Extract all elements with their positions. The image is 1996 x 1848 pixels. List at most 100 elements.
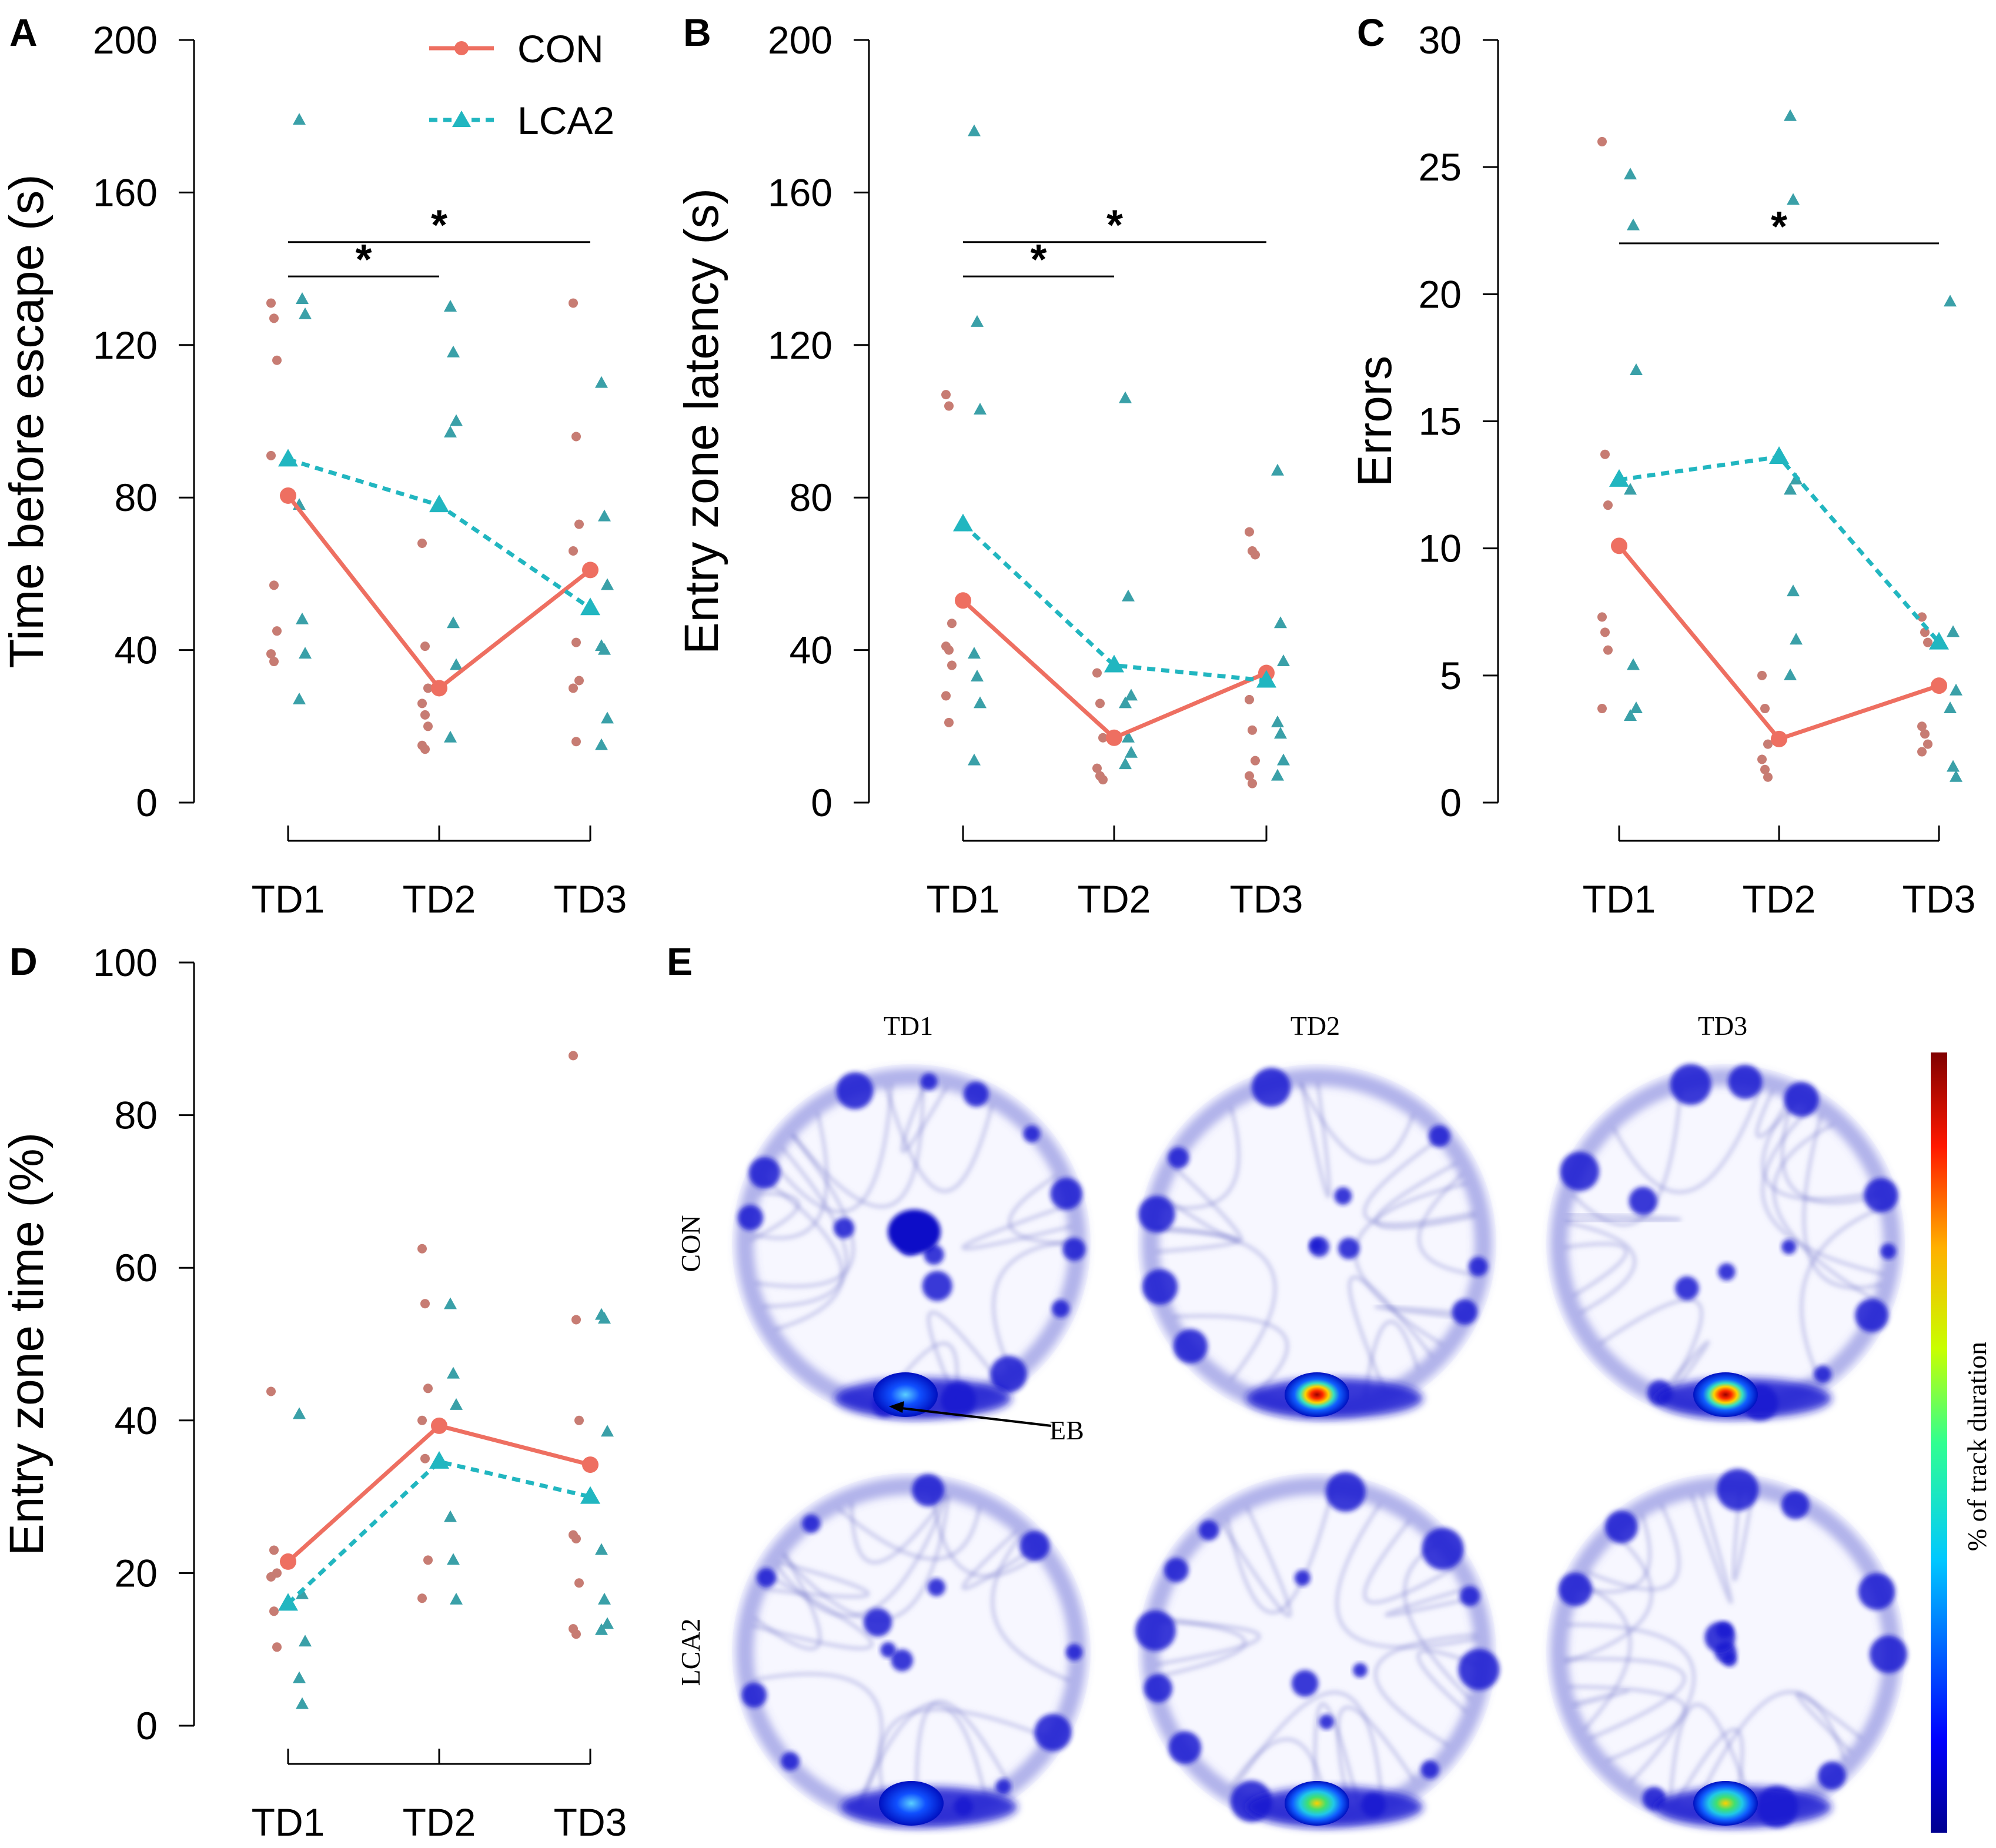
arena-con-td1 xyxy=(732,1064,1091,1423)
point-c-lca2-td3-0 xyxy=(1944,295,1957,307)
arena-con-td1-trail-7 xyxy=(791,1082,925,1209)
point-d-lca2-td2-4 xyxy=(447,1553,460,1565)
point-d-con-td1-1 xyxy=(269,1545,279,1555)
point-b-lca2-td2-5 xyxy=(1125,746,1138,758)
arena-con-td1-edge-blob-8 xyxy=(737,1205,764,1231)
arena-con-td2-edge-blob-11 xyxy=(1252,1068,1291,1107)
arena-con-td2-inner-blob-0 xyxy=(1334,1187,1352,1205)
point-d-con-td2-5 xyxy=(423,1555,433,1565)
point-b-con-td1-5 xyxy=(947,660,957,670)
point-d-lca2-td1-3 xyxy=(293,1671,306,1683)
arena-con-td3-trail-12 xyxy=(1780,1097,1880,1205)
arena-lca2-td2-trail-5 xyxy=(1363,1519,1456,1605)
chart-panel-d: 0 20 40 60 80 100 Entry zone time (%) TD1 TD2 TD3 xyxy=(0,941,627,1844)
point-a-lca2-td2-5 xyxy=(450,658,463,670)
point-c-con-td2-1 xyxy=(1760,704,1770,714)
x-tick-label-b-td1: TD1 xyxy=(927,877,1000,921)
point-b-lca2-td1-5 xyxy=(974,696,987,709)
point-c-con-td1-1 xyxy=(1600,449,1610,459)
y-tick-label-c-5: 5 xyxy=(1440,654,1462,697)
point-a-con-td2-7 xyxy=(420,744,430,754)
point-a-con-td2-2 xyxy=(423,683,433,693)
y-tick-label-a-160: 160 xyxy=(93,171,158,214)
point-c-lca2-td2-3 xyxy=(1784,483,1797,495)
arena-lca2-td2-trail-4 xyxy=(1219,1506,1292,1618)
point-a-con-td3-1 xyxy=(571,432,581,442)
point-b-lca2-td1-4 xyxy=(971,669,984,681)
point-a-lca2-td3-0 xyxy=(595,376,608,388)
point-c-con-td2-0 xyxy=(1757,670,1767,680)
point-c-lca2-td3-4 xyxy=(1947,760,1960,772)
arena-lca2-td2-floor xyxy=(1138,1473,1496,1832)
arena-con-td3-edge-blob-0 xyxy=(1880,1243,1897,1259)
point-a-con-td3-7 xyxy=(571,737,581,747)
arena-con-td1-edge-blob-9 xyxy=(748,1157,781,1189)
point-a-con-td3-3 xyxy=(569,546,578,556)
colorbar xyxy=(1931,1052,1947,1833)
point-b-lca2-td1-6 xyxy=(968,753,981,766)
arena-lca2-td3-trail-7 xyxy=(1692,1690,1847,1812)
point-b-con-td1-4 xyxy=(944,645,954,655)
point-b-con-td2-2 xyxy=(1098,733,1108,743)
arena-lca2-td3-trail-5 xyxy=(1668,1703,1756,1812)
arena-lca2-td3-edge-blob-13 xyxy=(1781,1491,1810,1519)
point-b-lca2-td2-6 xyxy=(1119,757,1132,770)
arena-con-td2-inner-blob-3 xyxy=(1309,1237,1330,1257)
y-tick-label-c-20: 20 xyxy=(1419,272,1462,316)
arena-lca2-td2-edge-blob-12 xyxy=(1325,1472,1366,1512)
mean-marker-a-lca2-td3 xyxy=(580,597,600,616)
mean-marker-c-con-td2 xyxy=(1771,730,1787,747)
arena-con-td2-trail-6 xyxy=(1300,1082,1332,1199)
point-d-lca2-td2-3 xyxy=(444,1510,457,1522)
point-b-con-td1-6 xyxy=(941,691,951,701)
point-d-con-td1-3 xyxy=(266,1572,276,1582)
mean-marker-d-lca2-td3 xyxy=(580,1486,600,1504)
point-c-lca2-td2-0 xyxy=(1784,109,1797,121)
arena-lca2-td1-edge-blob-14 xyxy=(1019,1530,1050,1561)
point-a-con-td1-6 xyxy=(266,649,276,659)
arena-lca2-td2-inner-blob-0 xyxy=(1353,1663,1368,1677)
legend-lca2-label: LCA2 xyxy=(517,99,614,142)
arena-con-td3-edge-blob-1 xyxy=(1855,1298,1889,1332)
arena-lca2-td1-trail-4 xyxy=(961,1529,1035,1590)
arena-lca2-td3-trail-10 xyxy=(1577,1513,1652,1594)
legend-con-marker xyxy=(454,41,469,55)
point-b-lca2-td3-3 xyxy=(1271,715,1284,727)
y-tick-label-d-80: 80 xyxy=(115,1094,158,1137)
arena-lca2-td1-edge-blob-7 xyxy=(741,1682,767,1708)
mean-marker-a-con-td1 xyxy=(280,487,296,504)
point-a-lca2-td2-3 xyxy=(444,425,457,437)
arena-lca2-td2-inner-blob-3 xyxy=(1294,1570,1310,1586)
arena-lca2-td2 xyxy=(1135,1472,1500,1832)
point-a-lca2-td2-4 xyxy=(447,616,460,629)
point-b-con-td3-3 xyxy=(1245,694,1254,704)
point-a-lca2-td2-1 xyxy=(447,345,460,357)
point-a-con-td3-2 xyxy=(574,519,584,529)
mean-marker-d-con-td2 xyxy=(431,1417,447,1434)
point-b-con-td3-2 xyxy=(1251,550,1260,560)
arena-con-td1-edge-blob-0 xyxy=(1062,1238,1086,1261)
arena-con-td2-trail-10 xyxy=(1155,1227,1240,1254)
point-c-lca2-td1-4 xyxy=(1627,658,1640,670)
arena-lca2-td2-trail-10 xyxy=(1336,1705,1416,1811)
point-c-lca2-td2-5 xyxy=(1790,633,1803,645)
arena-con-td2-trail-4 xyxy=(1161,1166,1243,1243)
y-tick-label-b-120: 120 xyxy=(768,323,832,367)
arena-lca2-td1-floor xyxy=(732,1473,1091,1832)
arena-lca2-td1-edge-blob-0 xyxy=(1065,1643,1083,1661)
arena-lca2-td3-edge-blob-2 xyxy=(1818,1762,1846,1790)
arena-con-td1-trail-12 xyxy=(771,1083,894,1214)
arena-lca2-td1-trail-5 xyxy=(781,1495,951,1622)
point-b-con-td1-0 xyxy=(941,390,951,400)
x-tick-label-c-td1: TD1 xyxy=(1583,877,1656,921)
point-d-con-td2-3 xyxy=(417,1415,427,1425)
point-b-con-td3-5 xyxy=(1251,756,1260,766)
point-a-con-td1-4 xyxy=(269,580,279,590)
x-tick-label-d-td3: TD3 xyxy=(554,1800,627,1844)
point-d-con-td1-4 xyxy=(269,1606,279,1616)
point-d-con-td1-5 xyxy=(272,1642,282,1652)
arena-con-td3-edge-blob-2 xyxy=(1814,1365,1831,1383)
point-a-lca2-td3-2 xyxy=(601,578,614,590)
point-d-con-td3-7 xyxy=(571,1629,581,1639)
